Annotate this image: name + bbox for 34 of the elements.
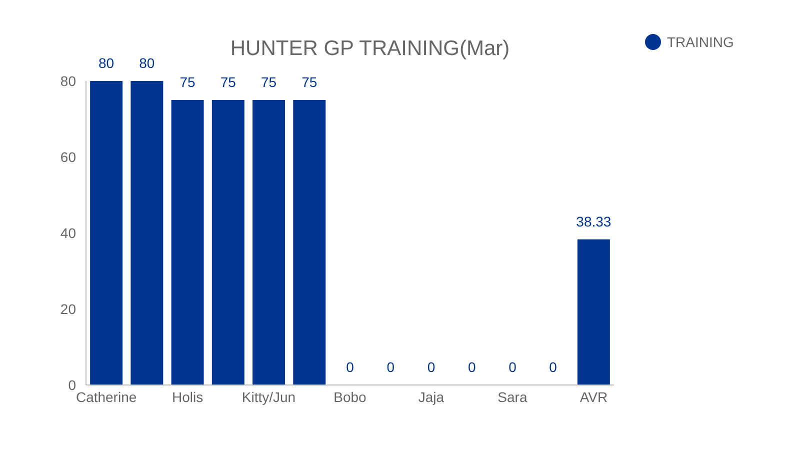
x-tick-label: Sara [498,389,528,405]
chart-title: HUNTER GP TRAINING(Mar) [230,37,510,60]
data-label: 75 [180,74,196,90]
y-tick-label: 40 [60,224,76,241]
y-tick-label: 0 [68,376,76,393]
legend-label: TRAINING [667,34,734,50]
y-tick-label: 60 [60,148,76,165]
y-tick-label: 20 [60,300,76,317]
data-label: 0 [386,359,395,375]
data-label: 0 [549,359,558,375]
x-tick-label: Holis [172,389,204,405]
y-tick-label: 80 [60,72,76,89]
x-tick-label: AVR [580,389,608,405]
x-tick-label: Jaja [418,389,444,405]
bar [130,81,164,385]
bar [212,100,244,385]
x-tick-label: Kitty/Jun [242,389,296,405]
data-label: 38.33 [576,213,612,230]
data-label: 75 [260,74,277,90]
data-label: 0 [468,359,476,375]
bar [252,100,286,385]
data-label: 0 [427,359,436,375]
data-label: 80 [98,55,114,71]
bar [293,100,326,385]
bar [171,100,204,385]
data-label: 0 [508,359,517,375]
data-label: 80 [139,55,155,71]
data-label: 0 [346,359,354,375]
bar [90,81,123,385]
bar [577,239,610,385]
data-label: 75 [302,74,318,90]
x-tick-label: Bobo [334,389,367,405]
x-tick-label: Catherine [76,389,137,405]
data-label: 75 [220,74,236,90]
